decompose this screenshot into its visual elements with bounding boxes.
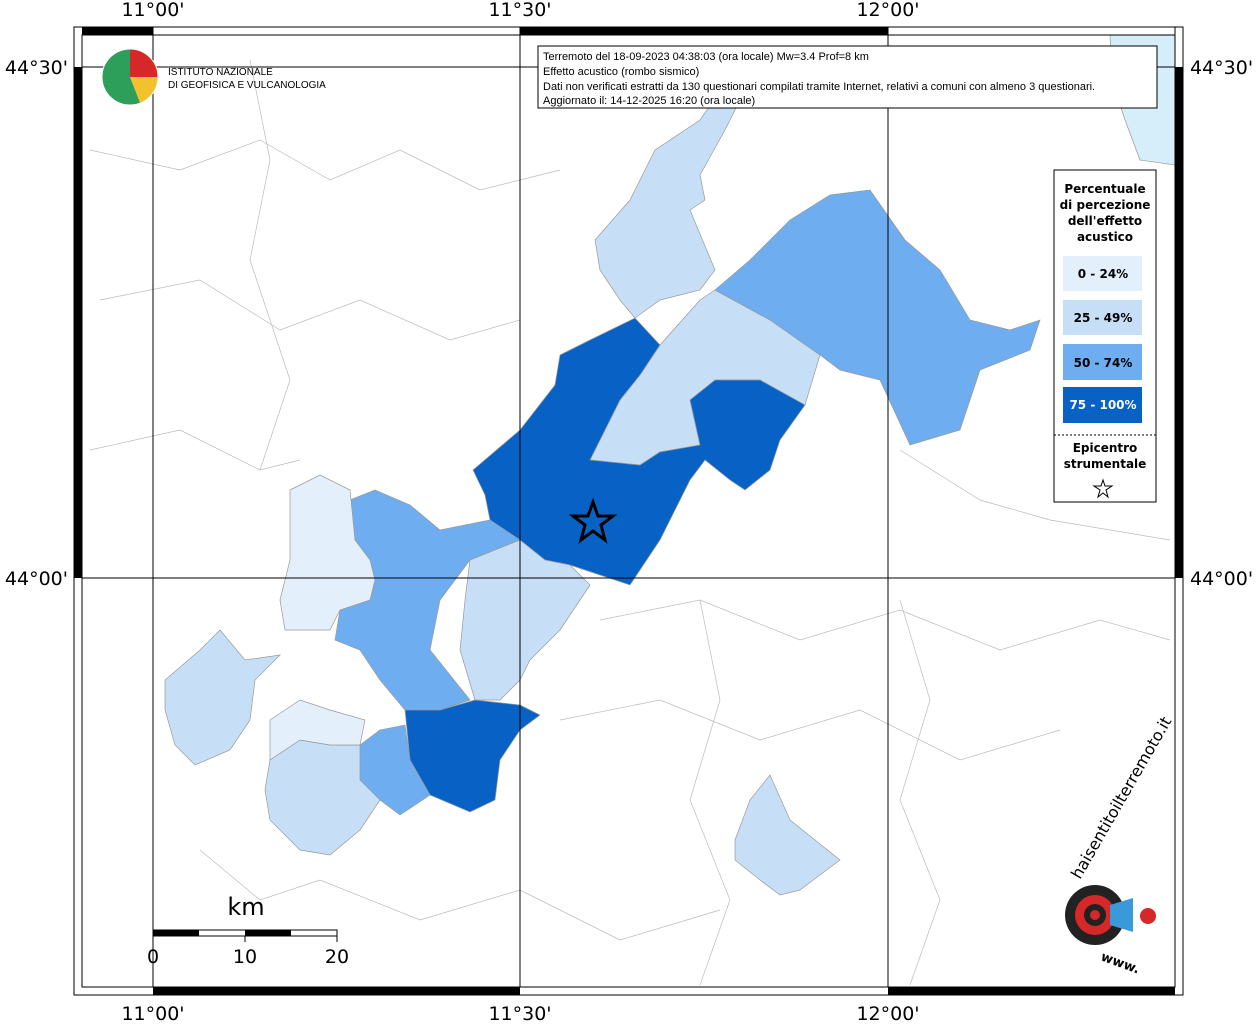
scale-tick: 10 xyxy=(233,946,257,968)
shaded-areas xyxy=(164,69,1041,896)
lat-label: 44°30' xyxy=(1190,57,1253,79)
legend-class: 25 - 49% xyxy=(1074,311,1133,325)
info-line: Effetto acustico (rombo sismico) xyxy=(543,66,699,78)
lat-label: 44°00' xyxy=(5,568,68,590)
info-line: Terremoto del 18-09-2023 04:38:03 (ora l… xyxy=(543,51,869,63)
area xyxy=(269,699,366,761)
lon-label: 11°30' xyxy=(488,1003,551,1024)
lat-label: 44°30' xyxy=(5,57,68,79)
lon-label: 12°00' xyxy=(856,0,919,21)
epicenter xyxy=(568,497,618,544)
legend-title: dell'effetto xyxy=(1068,214,1142,228)
legend-class: 0 - 24% xyxy=(1078,267,1128,281)
area xyxy=(714,189,1041,446)
logo-text: DI GEOFISICA E VULCANOLOGIA xyxy=(168,80,326,91)
legend-title: di percezione xyxy=(1060,198,1151,212)
area xyxy=(594,69,741,319)
scale-bar: km 0 10 20 xyxy=(147,893,349,968)
frame xyxy=(73,26,1184,996)
legend-epicenter: strumentale xyxy=(1064,457,1147,471)
lon-label: 11°30' xyxy=(488,0,551,21)
legend: Percentuale di percezione dell'effetto a… xyxy=(1053,169,1157,503)
area xyxy=(164,629,281,766)
ingv-logo: ISTITUTO NAZIONALE DI GEOFISICA E VULCAN… xyxy=(101,48,326,106)
lon-label: 11°00' xyxy=(121,1003,184,1024)
lat-label: 44°00' xyxy=(1190,568,1253,590)
logo-text: ISTITUTO NAZIONALE xyxy=(168,67,273,78)
area xyxy=(279,474,376,631)
legend-title: acustico xyxy=(1077,230,1133,244)
area xyxy=(734,774,841,896)
scale-tick: 20 xyxy=(325,946,349,968)
lon-label: 11°00' xyxy=(121,0,184,21)
scale-unit: km xyxy=(227,893,264,921)
legend-class: 50 - 74% xyxy=(1074,356,1133,370)
boundaries xyxy=(89,59,1171,986)
scale-tick: 0 xyxy=(147,946,159,968)
area xyxy=(459,539,591,701)
legend-class: 75 - 100% xyxy=(1069,398,1136,412)
info-line: Aggiornato il: 14-12-2025 16:20 (ora loc… xyxy=(543,95,755,107)
area xyxy=(472,317,806,586)
lon-label: 12°00' xyxy=(856,1003,919,1024)
legend-epicenter: Epicentro xyxy=(1073,441,1138,455)
legend-title: Percentuale xyxy=(1064,182,1145,196)
info-box xyxy=(537,45,1158,109)
info-line: Dati non verificati estratti da 130 ques… xyxy=(543,81,1095,93)
